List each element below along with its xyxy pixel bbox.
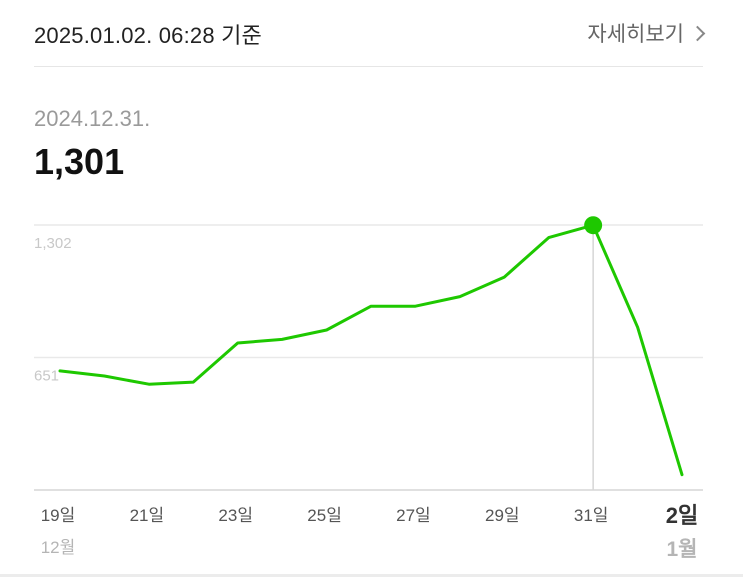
x-tick-label: 25일 xyxy=(307,506,342,525)
selected-date: 2024.12.31. xyxy=(34,106,151,131)
header-divider xyxy=(34,66,703,67)
selected-value: 1,301 xyxy=(34,141,125,182)
x-tick-label: 21일 xyxy=(130,506,165,525)
highlight-point xyxy=(584,216,603,235)
x-tick-label: 31일 xyxy=(574,506,609,525)
x-tick-label: 19일 xyxy=(41,506,76,525)
x-tick-label: 27일 xyxy=(396,506,431,525)
series-line xyxy=(58,223,684,477)
details-link-label: 자세히보기 xyxy=(587,23,684,46)
chart-header: 2025.01.02. 06:28 기준 자세히보기 xyxy=(34,14,706,54)
x-tick-label: 2일 xyxy=(666,503,698,528)
month-label: 1월 xyxy=(667,538,698,561)
basis-timestamp: 2025.01.02. 06:28 기준 xyxy=(34,23,262,48)
month-label: 12월 xyxy=(41,538,76,557)
bottom-divider xyxy=(0,574,743,577)
x-tick-label: 23일 xyxy=(218,506,253,525)
x-tick-label: 29일 xyxy=(485,506,520,525)
y-tick-label: 651 xyxy=(34,368,59,385)
details-link[interactable]: 자세히보기 xyxy=(587,18,706,48)
y-tick-label: 1,302 xyxy=(34,235,72,252)
